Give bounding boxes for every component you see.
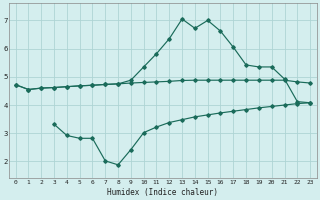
X-axis label: Humidex (Indice chaleur): Humidex (Indice chaleur) xyxy=(108,188,218,197)
